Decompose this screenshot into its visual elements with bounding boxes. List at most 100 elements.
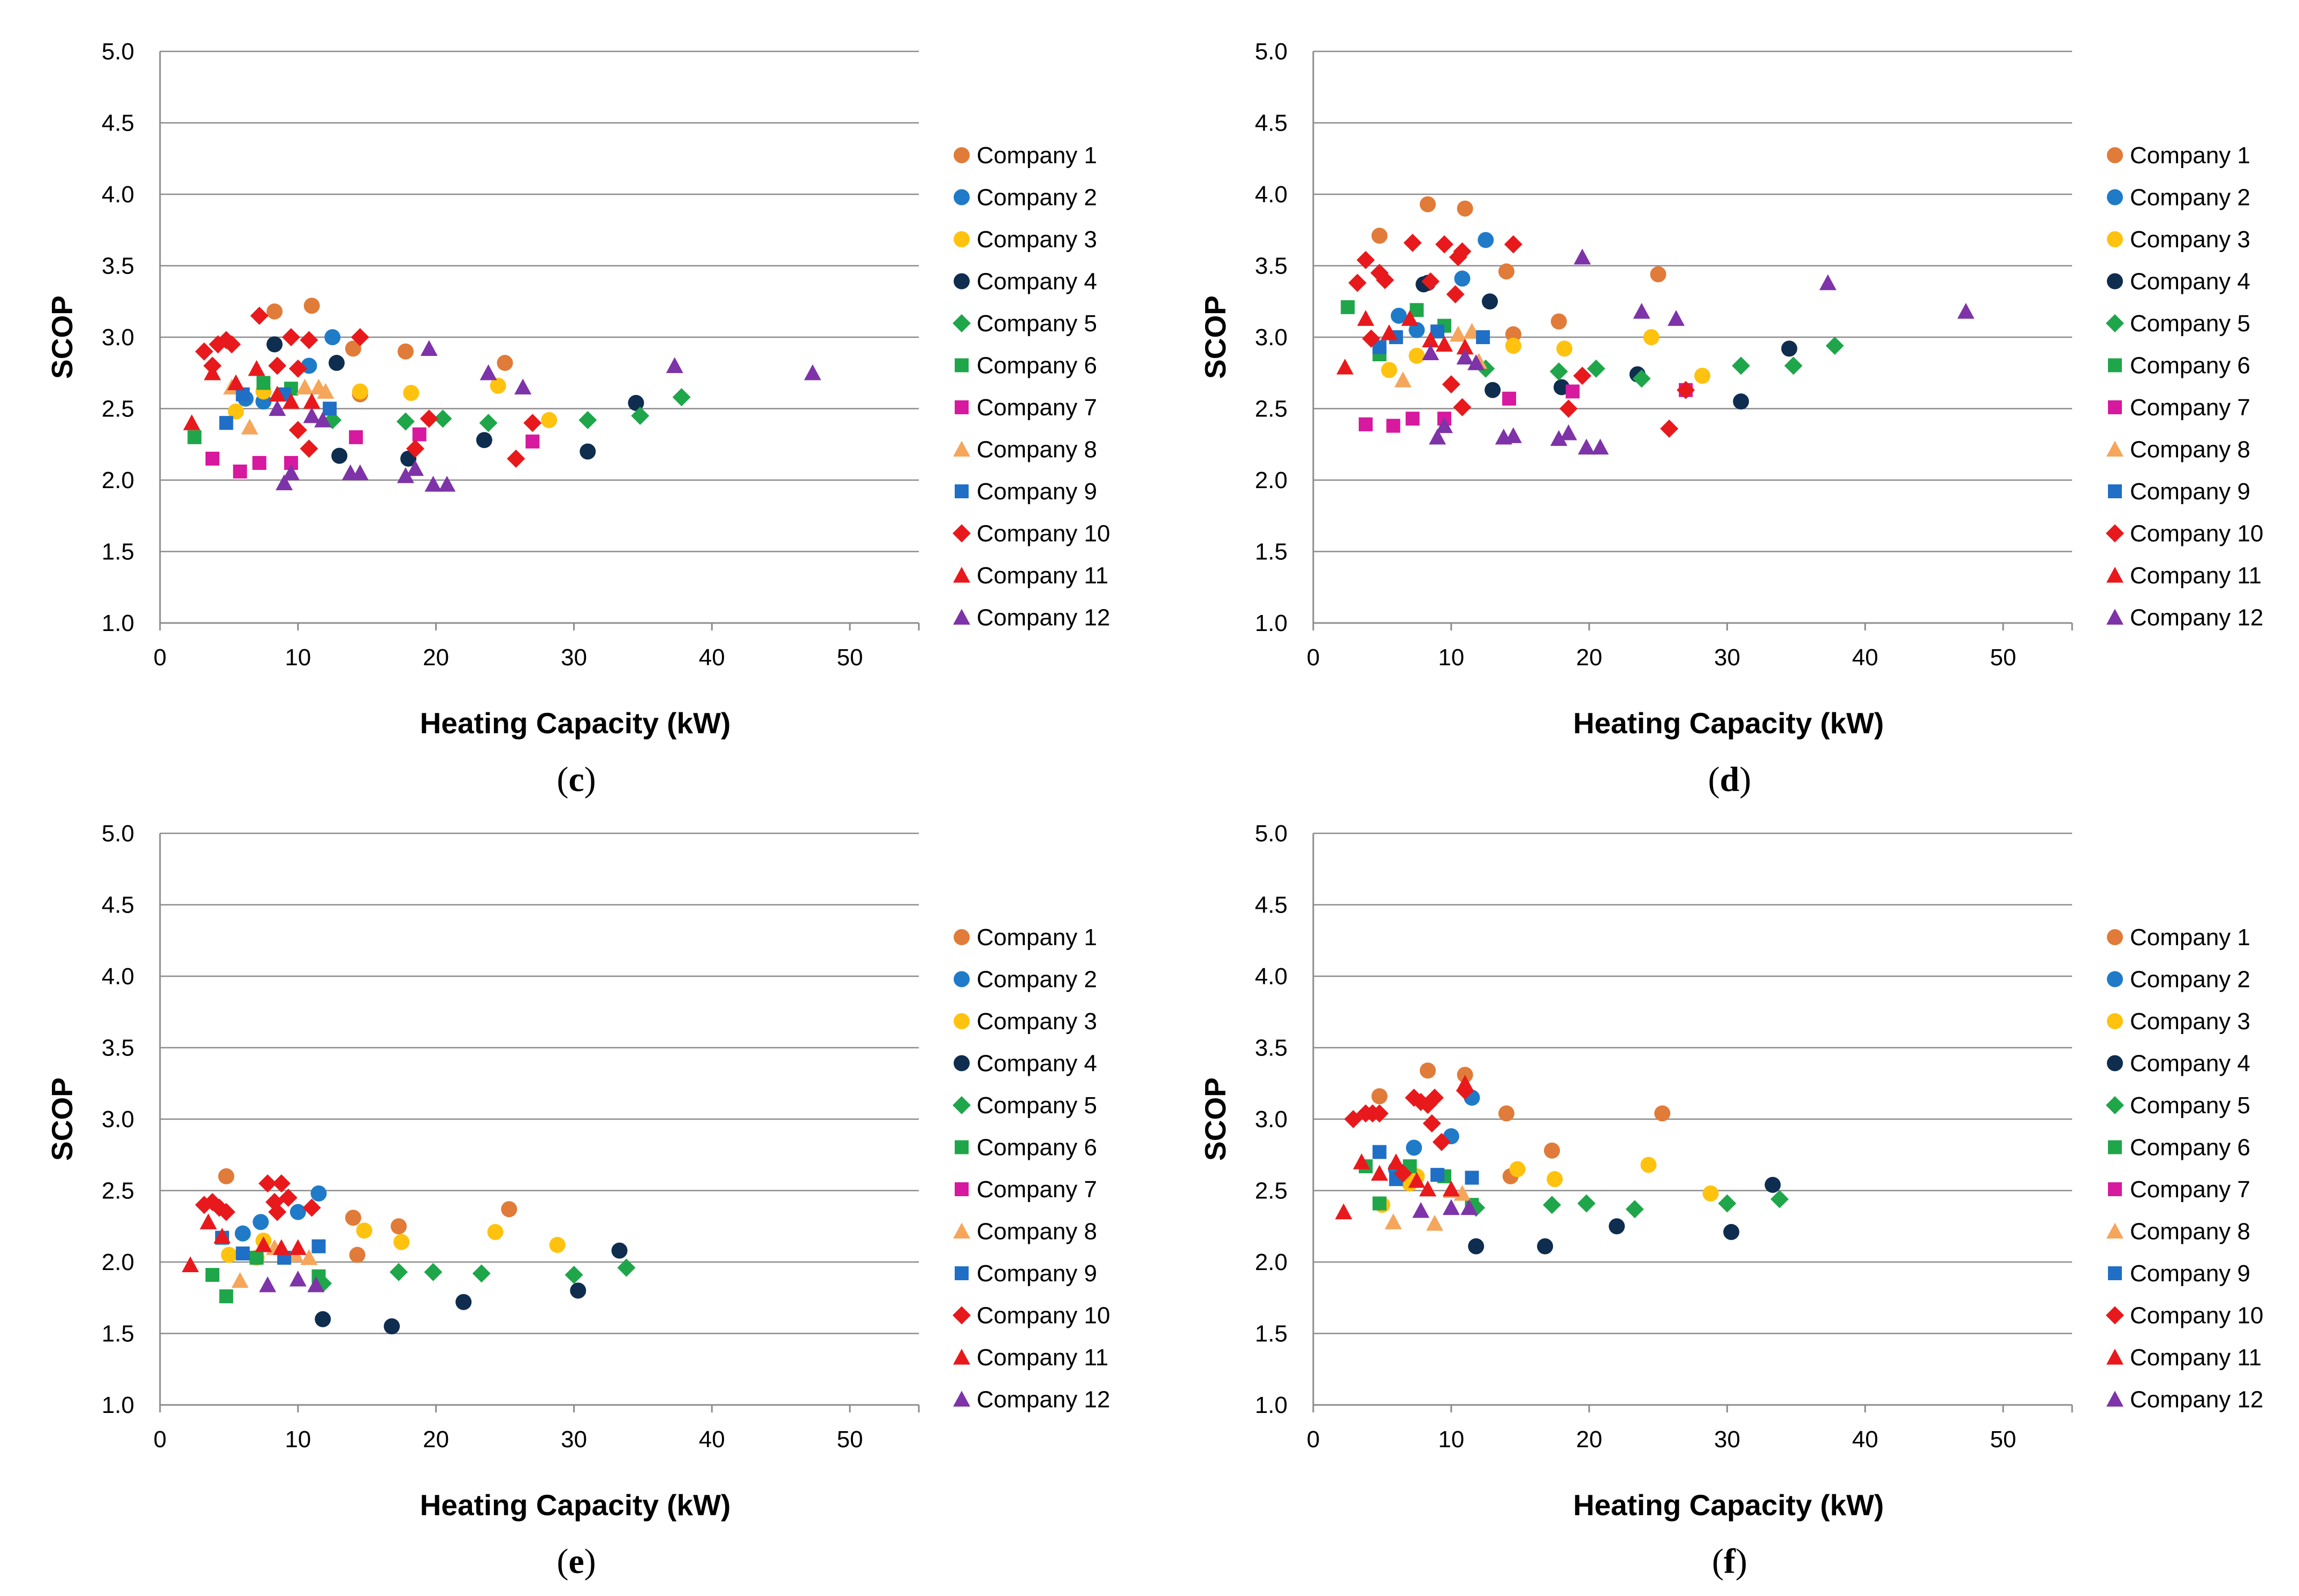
point-company-1 xyxy=(1457,200,1473,217)
y-tick-label: 3.0 xyxy=(1255,324,1288,351)
point-company-10 xyxy=(268,1203,287,1221)
point-company-8 xyxy=(1394,371,1412,387)
point-company-12 xyxy=(1957,302,1975,319)
y-tick-label: 2.0 xyxy=(1255,467,1288,493)
point-company-4 xyxy=(1537,1238,1554,1255)
point-company-1 xyxy=(1457,1067,1473,1083)
point-company-10 xyxy=(1559,399,1578,418)
x-tick-label: 20 xyxy=(1576,644,1602,671)
point-company-5 xyxy=(1543,1196,1562,1214)
point-company-10 xyxy=(1442,375,1460,394)
legend-marker xyxy=(954,1055,970,1071)
point-company-6 xyxy=(187,430,202,444)
point-company-11 xyxy=(1456,338,1474,355)
point-company-10 xyxy=(1425,1088,1444,1107)
y-tick-label: 1.0 xyxy=(102,1392,134,1418)
legend-label: Company 8 xyxy=(2130,1219,2250,1245)
point-company-12 xyxy=(1559,424,1577,440)
legend-label: Company 10 xyxy=(977,521,1110,547)
point-company-3 xyxy=(1547,1171,1563,1188)
point-company-4 xyxy=(1723,1223,1740,1240)
point-company-10 xyxy=(210,1198,229,1217)
legend-label: Company 4 xyxy=(977,1051,1097,1077)
point-company-12 xyxy=(259,1276,277,1293)
x-tick-label: 40 xyxy=(1852,1426,1878,1453)
point-company-11 xyxy=(282,393,300,409)
point-company-1 xyxy=(1498,263,1514,280)
point-company-10 xyxy=(1422,1114,1441,1133)
point-company-2 xyxy=(310,1185,327,1202)
legend-marker xyxy=(2108,1266,2122,1280)
y-tick-label: 4.5 xyxy=(102,892,134,918)
point-company-7 xyxy=(1358,417,1373,431)
point-company-7 xyxy=(1405,412,1420,426)
point-company-10 xyxy=(288,421,307,439)
point-company-11 xyxy=(1401,310,1419,326)
legend-marker xyxy=(955,1266,969,1280)
point-company-10 xyxy=(1370,1104,1389,1123)
point-company-9 xyxy=(235,1246,250,1260)
legend-label: Company 2 xyxy=(977,967,1097,993)
legend-label: Company 11 xyxy=(2130,1344,2262,1371)
point-company-1 xyxy=(1419,196,1436,212)
point-company-8 xyxy=(231,1272,249,1288)
legend-marker xyxy=(954,971,970,987)
point-company-5 xyxy=(1625,1200,1644,1219)
point-company-4 xyxy=(570,1282,587,1299)
point-company-3 xyxy=(1409,347,1425,364)
legend-marker xyxy=(2107,1055,2123,1071)
point-company-12 xyxy=(1456,348,1474,364)
point-company-6 xyxy=(219,1289,233,1304)
legend-label: Company 2 xyxy=(2130,185,2250,211)
point-company-10 xyxy=(1432,1133,1451,1151)
x-axis-title: Heating Capacity (kW) xyxy=(420,706,731,740)
point-company-12 xyxy=(1504,427,1522,443)
legend-marker xyxy=(953,1306,971,1325)
y-tick-label: 3.0 xyxy=(1255,1106,1288,1133)
y-tick-label: 5.0 xyxy=(102,39,134,65)
point-company-6 xyxy=(205,1268,219,1282)
point-company-3 xyxy=(487,1223,504,1240)
legend-label: Company 3 xyxy=(977,226,1097,253)
x-tick-label: 40 xyxy=(699,644,725,671)
panel-label: (f) xyxy=(1712,1542,1747,1581)
legend-label: Company 1 xyxy=(2130,924,2250,951)
point-company-11 xyxy=(1422,331,1440,347)
y-tick-label: 4.0 xyxy=(102,963,134,990)
y-tick-label: 3.5 xyxy=(102,1035,134,1061)
point-company-1 xyxy=(397,343,414,360)
point-company-2 xyxy=(1409,322,1425,338)
point-company-3 xyxy=(227,403,244,420)
legend-marker xyxy=(2107,971,2123,987)
x-tick-label: 20 xyxy=(423,644,449,671)
legend-label: Company 2 xyxy=(2130,967,2250,993)
point-company-7 xyxy=(412,427,427,442)
point-company-4 xyxy=(384,1318,400,1335)
point-company-10 xyxy=(223,335,241,354)
point-company-10 xyxy=(302,1198,321,1217)
point-company-11 xyxy=(181,1256,199,1272)
point-company-2 xyxy=(253,1214,269,1230)
legend-marker xyxy=(954,273,970,290)
point-company-10 xyxy=(523,414,542,432)
point-company-4 xyxy=(1482,293,1498,310)
point-company-5 xyxy=(390,1263,408,1281)
legend-marker xyxy=(953,609,970,625)
point-company-10 xyxy=(217,1203,235,1221)
legend-label: Company 1 xyxy=(977,142,1097,169)
point-company-5 xyxy=(672,388,691,407)
x-tick-label: 40 xyxy=(699,1426,725,1453)
x-tick-label: 20 xyxy=(423,1426,449,1453)
point-company-11 xyxy=(248,360,265,376)
point-company-11 xyxy=(1442,1180,1460,1197)
point-company-9 xyxy=(311,1239,326,1253)
point-company-10 xyxy=(420,409,438,428)
point-company-4 xyxy=(580,443,596,460)
legend-marker xyxy=(953,567,970,583)
point-company-12 xyxy=(438,476,456,492)
point-company-11 xyxy=(1353,1153,1371,1169)
point-company-12 xyxy=(1467,354,1485,370)
point-company-1 xyxy=(218,1168,234,1184)
point-company-10 xyxy=(250,306,269,325)
legend-marker xyxy=(2108,484,2122,498)
